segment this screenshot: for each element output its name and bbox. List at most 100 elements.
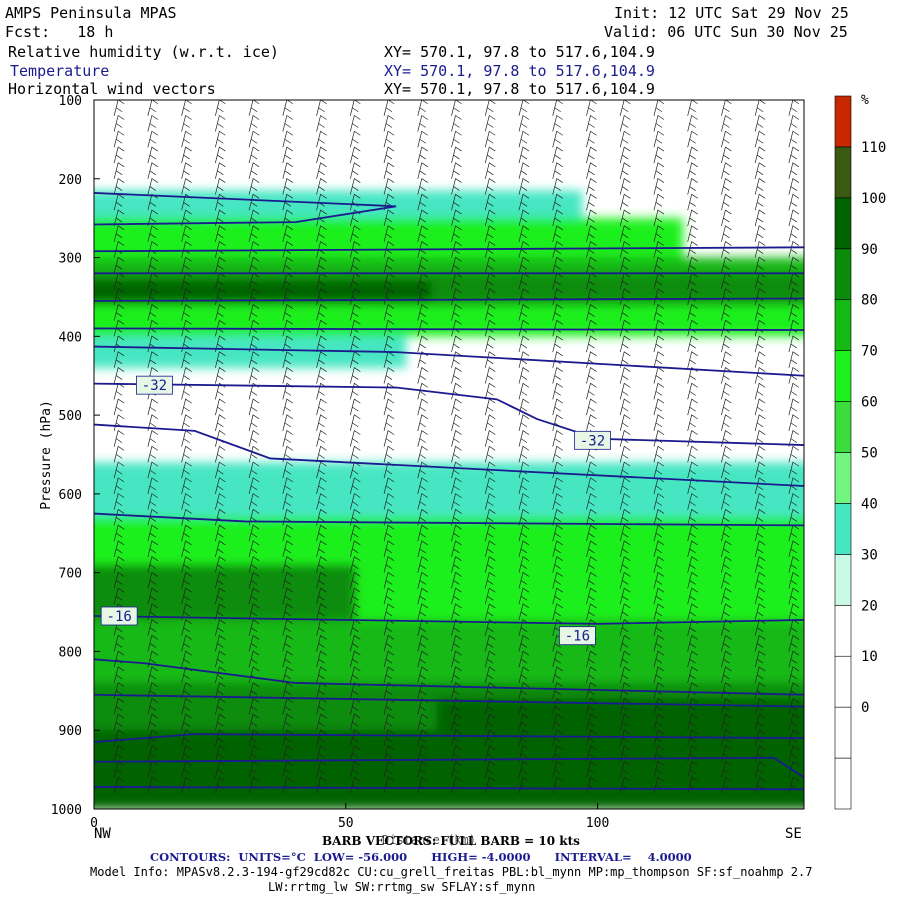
x-tick-label: 100: [586, 816, 609, 831]
wind-barb: [349, 304, 361, 321]
wind-barb: [484, 713, 496, 731]
x-tick-label: 50: [338, 816, 354, 831]
wind-barb: [619, 477, 631, 494]
wind-barb: [484, 177, 496, 195]
wind-barb: [518, 398, 530, 416]
wind-barb: [484, 130, 496, 148]
wind-barb: [248, 256, 260, 274]
wind-barb: [383, 493, 395, 510]
wind-barb: [687, 493, 698, 510]
wind-barb: [349, 177, 361, 195]
wind-barb: [484, 760, 496, 778]
wind-barb: [349, 745, 361, 762]
wind-barb: [754, 414, 766, 431]
wind-barb: [113, 508, 125, 526]
wind-barb: [586, 414, 597, 431]
wind-barb: [518, 524, 530, 542]
wind-barb: [248, 209, 260, 227]
wind-barb: [484, 100, 496, 116]
wind-barb: [417, 493, 428, 510]
wind-barb: [181, 682, 192, 699]
wind-barb: [451, 556, 462, 573]
wind-barb: [721, 256, 732, 274]
wind-barb: [248, 398, 260, 416]
wind-barb: [721, 571, 732, 589]
isotherm-label: -32: [142, 378, 167, 394]
wind-barb: [248, 130, 260, 148]
wind-barb: [518, 240, 530, 258]
model-info-physics: LW:rrtmg_lw SW:rrtmg_sw SFLAY:sf_mynn: [268, 880, 536, 894]
wind-barb: [586, 130, 597, 148]
isotherm-3: [94, 297, 804, 302]
wind-barb: [518, 634, 530, 652]
colorbar-segment: [834, 146, 852, 199]
wind-barb: [282, 146, 294, 164]
wind-barb: [181, 571, 192, 589]
wind-barb: [653, 556, 665, 573]
wind-barb: [721, 114, 732, 132]
wind-barb: [653, 256, 665, 274]
wind-barb: [417, 114, 428, 132]
wind-barb: [383, 146, 395, 164]
colorbar-tick-label: 0: [861, 700, 869, 716]
wind-barb: [383, 114, 395, 132]
wind-barb: [552, 177, 563, 195]
wind-barb: [484, 445, 496, 463]
wind-barb: [417, 162, 428, 179]
wind-barb: [754, 461, 766, 479]
wind-barb: [215, 162, 226, 179]
field-name-rh: Relative humidity (w.r.t. ice): [8, 43, 279, 61]
wind-barb: [248, 100, 260, 116]
wind-barb: [721, 477, 732, 494]
wind-barb: [754, 508, 766, 526]
colorbar-tick-label: 20: [861, 598, 878, 614]
wind-barb: [687, 587, 698, 605]
wind-barb: [417, 540, 428, 557]
wind-barb: [788, 177, 800, 195]
wind-barb: [788, 335, 800, 353]
isotherm-5: [94, 345, 804, 377]
colorbar: 0 10 20 30 40 50 60 70 80 90 100 110%: [834, 93, 886, 810]
wind-barb: [181, 634, 192, 652]
wind-barb: [215, 130, 226, 148]
wind-barb: [788, 193, 800, 211]
wind-barb: [113, 682, 125, 699]
wind-barb: [248, 524, 260, 542]
wind-barb: [349, 398, 361, 416]
wind-barb: [552, 540, 563, 557]
wind-barb: [754, 193, 766, 211]
wind-barb: [147, 351, 159, 368]
wind-barb: [181, 225, 192, 242]
wind-barb: [788, 603, 800, 621]
wind-barb: [181, 445, 192, 463]
wind-barb: [147, 430, 159, 447]
wind-barb: [518, 335, 530, 353]
wind-barb: [316, 398, 327, 416]
wind-barb: [518, 414, 530, 431]
wind-barb: [754, 666, 766, 684]
wind-barb: [754, 209, 766, 227]
wind-barb: [484, 146, 496, 164]
wind-barb: [282, 225, 294, 242]
wind-barb: [282, 100, 294, 116]
colorbar-segment: [834, 197, 852, 250]
wind-barb: [518, 162, 530, 179]
wind-barb: [248, 493, 260, 510]
wind-barb: [653, 650, 665, 668]
wind-barb: [754, 430, 766, 447]
wind-barb: [316, 713, 327, 731]
wind-barb: [586, 335, 597, 353]
wind-barb: [316, 587, 327, 605]
wind-barb: [181, 477, 192, 494]
wind-barb: [586, 540, 597, 557]
wind-barb: [383, 666, 395, 684]
wind-barb: [754, 493, 766, 510]
wind-barbs: [113, 100, 800, 794]
wind-barb: [113, 398, 125, 416]
wind-barb: [619, 209, 631, 227]
wind-barb: [417, 335, 428, 353]
wind-barb: [383, 477, 395, 494]
wind-barb: [181, 351, 192, 368]
wind-barb: [586, 556, 597, 573]
wind-barb: [586, 697, 597, 715]
